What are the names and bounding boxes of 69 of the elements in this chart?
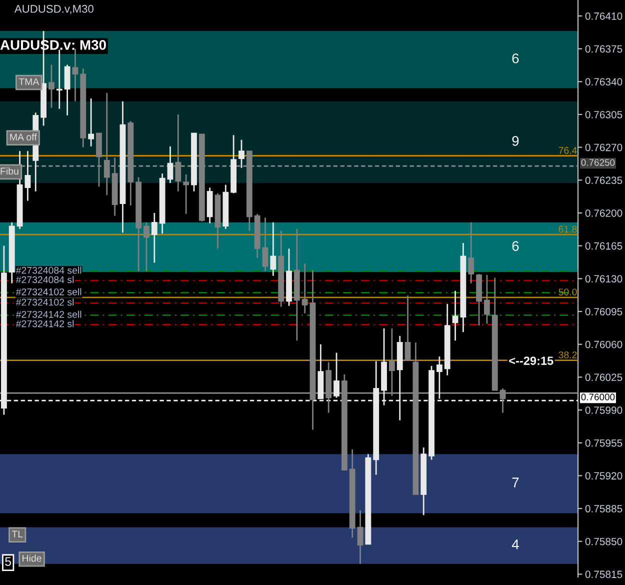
candlestick bbox=[64, 64, 70, 116]
ref-line-label: #27324084 sell bbox=[16, 266, 82, 274]
candlestick bbox=[151, 212, 158, 264]
ref-line-label: #27324142 sell bbox=[16, 310, 82, 318]
y-tick-label: 0.76060 bbox=[585, 340, 622, 348]
candlestick bbox=[484, 274, 490, 324]
ref-line-label: #27324084 sl bbox=[16, 276, 74, 284]
candlestick bbox=[167, 146, 174, 184]
y-tick-label: 0.76095 bbox=[585, 308, 622, 316]
candlestick bbox=[468, 222, 474, 284]
band-label: 6 bbox=[512, 53, 519, 64]
annotation: 61.8 bbox=[558, 226, 577, 233]
y-tick-label: 0.75885 bbox=[585, 505, 622, 512]
ref-line-label: #27324142 sl bbox=[16, 320, 74, 328]
candlestick bbox=[452, 290, 458, 342]
y-tick-label: 0.76270 bbox=[585, 144, 622, 152]
candlestick bbox=[302, 262, 308, 314]
annotation: 76.4 bbox=[558, 146, 577, 154]
annotation: TMA bbox=[18, 78, 40, 86]
candlestick bbox=[262, 216, 268, 272]
candlestick bbox=[96, 132, 102, 188]
candlestick bbox=[56, 49, 62, 110]
candlestick bbox=[500, 388, 506, 414]
ref-line-label: #27324102 sl bbox=[16, 298, 74, 306]
candlestick bbox=[404, 294, 411, 361]
y-tick-label: 0.76235 bbox=[585, 176, 622, 184]
candlestick bbox=[88, 98, 94, 148]
y-tick-label: 0.76025 bbox=[585, 374, 622, 382]
y-tick-label: 0.76165 bbox=[585, 242, 622, 250]
candlestick bbox=[175, 114, 182, 192]
y-tick-label: 0.75955 bbox=[585, 439, 622, 447]
annotation: TL bbox=[12, 530, 23, 538]
band-label: 9 bbox=[512, 136, 519, 146]
candlestick bbox=[334, 352, 340, 398]
y-tick-label: 0.76375 bbox=[585, 45, 622, 53]
candlestick bbox=[144, 222, 150, 272]
y-tick-label: 0.75990 bbox=[585, 406, 622, 414]
annotation: <--29:15 bbox=[509, 356, 554, 365]
candlestick bbox=[357, 510, 364, 565]
y-tick-label: 0.76130 bbox=[585, 275, 622, 283]
y-tick-label: 0.76340 bbox=[585, 78, 622, 86]
y-tick-label: 0.76200 bbox=[585, 209, 622, 217]
chart-subtitle: AUDUSD.v,M30 bbox=[14, 4, 94, 14]
y-tick-label: 0.76305 bbox=[585, 110, 622, 118]
candlestick bbox=[270, 222, 276, 277]
annotation: 50.0 bbox=[558, 288, 577, 296]
y-tick-label: 0.75920 bbox=[585, 472, 622, 480]
ref-line-label: 0.76250 bbox=[581, 159, 615, 166]
candlestick bbox=[436, 356, 442, 400]
ref-line-label: 0.76000 bbox=[581, 394, 615, 400]
y-tick-label: 0.75815 bbox=[585, 570, 622, 578]
candlestick bbox=[24, 150, 31, 202]
ref-line-label: #27324102 sell bbox=[16, 288, 82, 296]
candlestick bbox=[48, 64, 54, 109]
candlestick bbox=[183, 174, 190, 215]
candlestick bbox=[388, 328, 395, 397]
candlestick bbox=[72, 48, 78, 102]
annotation: Fibu bbox=[0, 167, 18, 175]
band-label: 6 bbox=[512, 241, 519, 251]
y-tick-label: 0.75850 bbox=[585, 538, 622, 546]
candlestick bbox=[104, 92, 110, 196]
annotation: Hide bbox=[22, 554, 42, 562]
candlestick bbox=[238, 139, 244, 169]
band-label: 4 bbox=[512, 540, 519, 550]
y-tick-label: 0.76410 bbox=[585, 12, 622, 20]
annotation: 5 bbox=[5, 557, 12, 566]
annotation: 38.2 bbox=[558, 351, 577, 358]
annotation: MA off bbox=[10, 133, 37, 141]
band-label: 7 bbox=[512, 478, 519, 488]
